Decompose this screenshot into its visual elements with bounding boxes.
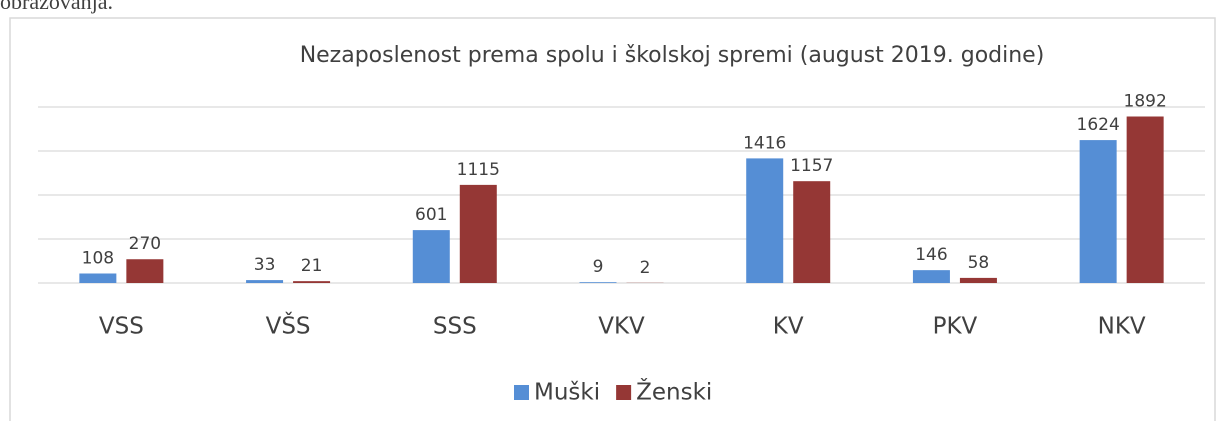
bar [126, 259, 163, 283]
bar [79, 273, 116, 283]
legend-swatch [616, 385, 631, 400]
bar [960, 278, 997, 283]
legend-label: Ženski [636, 378, 712, 406]
legend-swatch [514, 385, 529, 400]
bar [460, 185, 497, 283]
data-label: 1624 [1077, 115, 1120, 135]
bar [1127, 117, 1164, 283]
bar [580, 282, 617, 283]
bar [913, 270, 950, 283]
chart-frame [10, 18, 1215, 421]
data-label: 1416 [743, 133, 786, 153]
x-tick-label: NKV [1098, 314, 1146, 340]
data-label: 9 [593, 257, 604, 277]
x-tick-label: VSS [99, 314, 144, 340]
data-label: 146 [915, 245, 947, 265]
data-label: 270 [129, 234, 161, 254]
data-label: 58 [968, 253, 990, 273]
data-label: 21 [301, 256, 323, 276]
x-tick-label: KV [773, 314, 804, 340]
data-label: 1892 [1124, 92, 1167, 112]
bar [293, 281, 330, 283]
data-label: 33 [254, 255, 276, 275]
bar [246, 280, 283, 283]
data-label: 1115 [457, 160, 500, 180]
caption: obrazovanja. [0, 0, 113, 14]
x-tick-label: PKV [933, 314, 978, 340]
x-tick-label: SSS [433, 314, 477, 340]
legend-label: Muški [534, 380, 600, 406]
x-tick-label: VKV [598, 314, 645, 340]
data-label: 601 [415, 205, 447, 225]
data-label: 108 [82, 248, 114, 268]
data-label: 1157 [790, 156, 833, 176]
bar [793, 181, 830, 283]
chart-title: Nezaposlenost prema spolu i školskoj spr… [300, 43, 1045, 68]
bar [413, 230, 450, 283]
bar [746, 158, 783, 283]
x-tick-label: VŠS [266, 312, 311, 340]
data-label: 2 [640, 258, 651, 278]
bar [1080, 140, 1117, 283]
